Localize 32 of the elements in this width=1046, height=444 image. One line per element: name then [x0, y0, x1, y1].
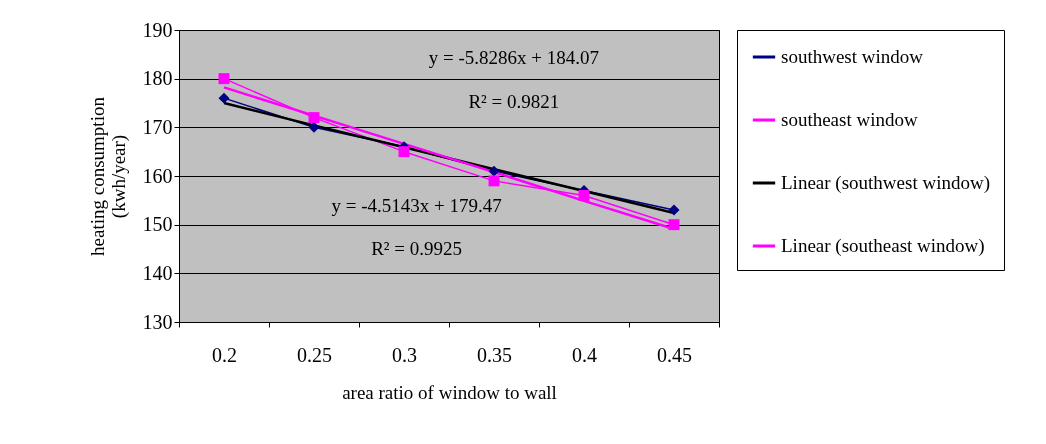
x-tick-label: 0.4: [572, 343, 597, 366]
legend-label: southwest window: [781, 46, 924, 67]
point: [218, 73, 230, 85]
y-axis-title: heating consumption (kwh/year): [86, 96, 130, 256]
point: [398, 146, 410, 158]
x-axis-title: area ratio of window to wall: [342, 381, 557, 403]
x-tick-label: 0.3: [392, 343, 417, 366]
y-tick-label: 170: [142, 115, 173, 138]
x-tick-label: 0.25: [297, 343, 332, 366]
point: [668, 219, 680, 231]
point: [308, 112, 320, 124]
annotation: y = -5.8286x + 184.07: [428, 47, 599, 68]
y-tick-label: 150: [142, 213, 173, 236]
point: [668, 204, 680, 216]
point: [218, 92, 230, 104]
y-tick-label: 130: [142, 310, 173, 333]
legend-label: Linear (southeast window): [781, 235, 985, 257]
y-tick-label: 160: [142, 164, 173, 187]
x-tick-label: 0.2: [212, 343, 237, 366]
y-tick-label: 190: [142, 18, 173, 41]
x-tick-label: 0.35: [477, 343, 512, 366]
legend-label: southeast window: [781, 109, 918, 130]
annotation: R² = 0.9821: [468, 91, 560, 112]
point: [488, 175, 500, 187]
y-tick-label: 140: [142, 261, 173, 284]
annotation: R² = 0.9925: [371, 238, 463, 259]
x-tick-label: 0.45: [657, 343, 692, 366]
point: [488, 165, 500, 177]
y-tick-label: 180: [142, 67, 173, 90]
point: [578, 189, 590, 201]
annotation: y = -4.5143x + 179.47: [331, 195, 502, 216]
legend-label: Linear (southwest window): [781, 172, 990, 194]
